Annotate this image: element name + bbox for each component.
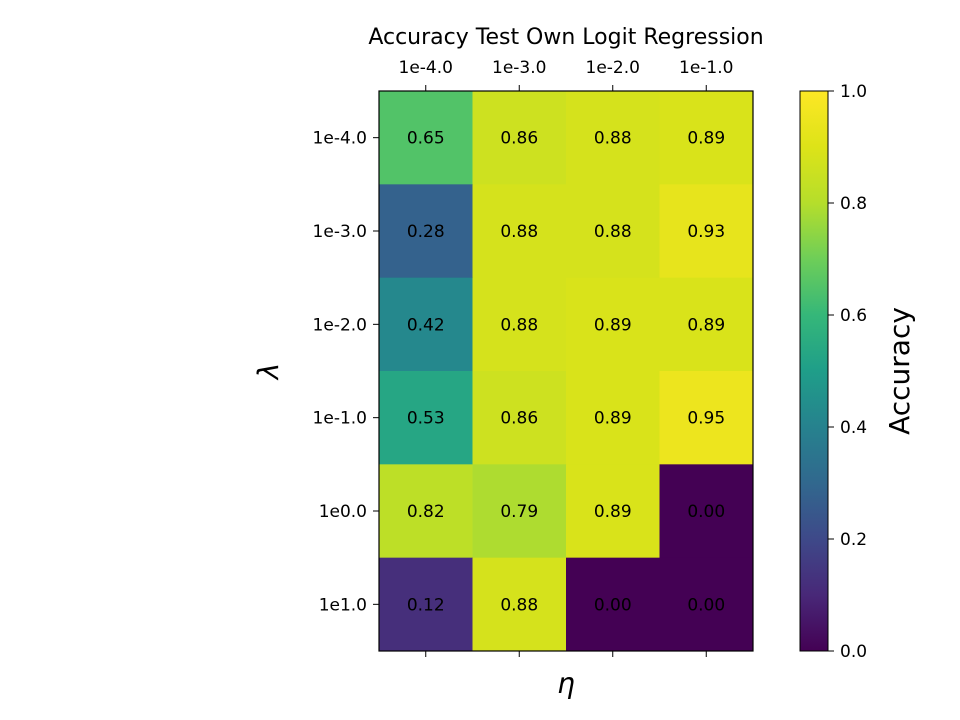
heatmap-cell (566, 91, 660, 185)
heatmap-cell (472, 91, 567, 185)
colorbar-ticks: 0.0 0.2 0.4 0.6 0.8 1.0 (828, 82, 867, 662)
heatmap-cell (379, 91, 473, 185)
heatmap-cell (659, 277, 754, 372)
heatmap-cell (472, 184, 567, 279)
x-ticks: 1e-4.0 1e-3.0 1e-2.0 1e-1.0 (399, 58, 733, 657)
heatmap-cell (472, 464, 567, 559)
y-axis-label: λ (252, 363, 285, 382)
cell-value-label: 0.53 (407, 409, 445, 429)
cell-value-label: 0.79 (500, 502, 538, 522)
heatmap-cell (379, 557, 473, 652)
cell-value-label: 0.28 (407, 222, 445, 242)
heatmap-cell (566, 184, 660, 279)
heatmap-cell (379, 184, 473, 279)
cell-value-label: 0.95 (687, 409, 725, 429)
cell-value-label: 0.00 (594, 595, 632, 615)
heatmap-cell (379, 277, 473, 372)
colorbar-tick-label: 1.0 (840, 82, 867, 102)
y-tick-label: 1e1.0 (319, 595, 367, 615)
x-tick-label: 1e-1.0 (679, 58, 733, 78)
cell-value-label: 0.88 (500, 595, 538, 615)
cell-value-label: 0.88 (500, 315, 538, 335)
colorbar-tick-label: 0.2 (840, 530, 867, 550)
heatmap-cell (659, 371, 754, 465)
heatmap-cell (379, 464, 473, 559)
cell-value-label: 0.88 (594, 129, 632, 149)
y-tick-label: 1e-1.0 (313, 409, 367, 429)
x-axis-label: η (557, 667, 575, 700)
cell-value-label: 0.89 (594, 315, 632, 335)
y-tick-label: 1e-2.0 (313, 315, 367, 335)
colorbar-tick-label: 0.0 (840, 642, 867, 662)
heatmap-cell (659, 184, 754, 279)
plot-frame (378, 90, 754, 652)
cell-value-label: 0.89 (687, 315, 725, 335)
cell-value-label: 0.86 (500, 409, 538, 429)
cell-value-label: 0.86 (500, 129, 538, 149)
heatmap-cell (472, 371, 567, 465)
heatmap-cell (566, 277, 660, 372)
cell-value-label: 0.00 (687, 595, 725, 615)
cell-value-label: 0.89 (594, 409, 632, 429)
cell-value-label: 0.42 (407, 315, 445, 335)
heatmap-cell (566, 557, 660, 652)
heatmap-cell (566, 464, 660, 559)
colorbar-tick-label: 0.8 (840, 194, 867, 214)
cell-value-label: 0.93 (687, 222, 725, 242)
x-tick-label: 1e-4.0 (399, 58, 453, 78)
heatmap-cell (566, 371, 660, 465)
heatmap-cell (659, 464, 754, 559)
cell-value-label: 0.82 (407, 502, 445, 522)
x-tick-label: 1e-2.0 (586, 58, 640, 78)
cell-value-label: 0.00 (687, 502, 725, 522)
y-ticks: 1e-4.0 1e-3.0 1e-2.0 1e-1.0 1e0.0 1e1.0 (313, 129, 379, 615)
colorbar-tick-label: 0.6 (840, 306, 867, 326)
y-tick-label: 1e-3.0 (313, 222, 367, 242)
chart-title: Accuracy Test Own Logit Regression (368, 25, 763, 50)
cell-value-label: 0.88 (500, 222, 538, 242)
cell-value-label: 0.65 (407, 129, 445, 149)
cell-value-label: 0.88 (594, 222, 632, 242)
heatmap-cell (472, 557, 567, 652)
heatmap-cells: 0.65 0.86 0.88 0.89 0.28 0.88 0.88 0.93 0.42 0.88… (379, 91, 754, 652)
y-tick-label: 1e0.0 (319, 502, 367, 522)
y-tick-label: 1e-4.0 (313, 129, 367, 149)
heatmap-cell (472, 277, 567, 372)
heatmap-cell (379, 371, 473, 465)
colorbar (799, 90, 829, 652)
colorbar-tick-label: 0.4 (840, 418, 867, 438)
heatmap-cell (659, 557, 754, 652)
cell-value-label: 0.89 (594, 502, 632, 522)
x-tick-label: 1e-3.0 (492, 58, 546, 78)
heatmap-cell (659, 91, 754, 185)
cell-value-label: 0.12 (407, 595, 445, 615)
colorbar-label: Accuracy (883, 307, 916, 435)
cell-value-label: 0.89 (687, 129, 725, 149)
